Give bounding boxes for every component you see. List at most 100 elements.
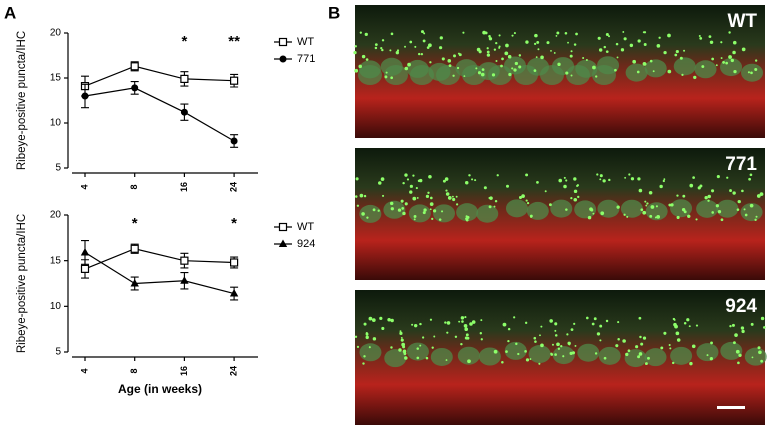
puncta	[438, 218, 442, 221]
puncta	[649, 214, 653, 218]
puncta	[513, 32, 516, 35]
puncta	[638, 352, 643, 356]
y-tick-label: 20	[50, 28, 62, 39]
puncta	[603, 45, 607, 49]
x-tick-label: 8	[129, 184, 139, 189]
puncta	[354, 195, 358, 198]
nucleus	[644, 59, 667, 78]
nucleus	[670, 346, 693, 365]
y-tick-label: 10	[50, 301, 62, 312]
puncta	[404, 66, 409, 71]
puncta	[729, 324, 732, 328]
puncta	[576, 184, 579, 187]
puncta	[486, 47, 489, 50]
puncta	[658, 36, 661, 39]
puncta	[540, 55, 544, 60]
puncta	[429, 208, 432, 211]
nucleus	[358, 65, 382, 85]
puncta	[679, 56, 683, 60]
puncta	[488, 205, 492, 209]
puncta	[644, 200, 647, 203]
puncta	[597, 36, 601, 40]
puncta	[556, 31, 560, 35]
puncta	[355, 177, 359, 181]
puncta	[755, 59, 758, 62]
nucleus	[406, 342, 429, 361]
puncta	[675, 331, 680, 336]
puncta	[563, 184, 567, 189]
puncta	[693, 75, 697, 80]
puncta	[614, 68, 617, 72]
puncta	[423, 32, 426, 35]
puncta	[511, 67, 514, 70]
puncta	[549, 203, 552, 207]
puncta	[524, 350, 527, 353]
puncta	[361, 212, 365, 216]
puncta	[506, 184, 510, 188]
puncta	[683, 49, 686, 52]
puncta	[759, 192, 764, 196]
puncta	[465, 215, 468, 218]
puncta	[668, 343, 671, 347]
puncta	[377, 209, 380, 212]
puncta	[507, 327, 511, 331]
puncta	[744, 213, 748, 217]
puncta	[498, 34, 501, 37]
marker	[180, 108, 188, 116]
panel-label: B	[328, 3, 340, 22]
puncta	[498, 45, 501, 48]
puncta	[381, 194, 385, 197]
puncta	[546, 41, 550, 45]
puncta	[573, 322, 576, 325]
puncta	[566, 333, 569, 336]
puncta	[699, 36, 703, 40]
panel-label: A	[4, 3, 16, 22]
nucleus	[694, 60, 717, 79]
puncta	[626, 215, 629, 218]
puncta	[402, 345, 406, 349]
puncta	[439, 36, 443, 40]
nucleus	[720, 341, 743, 360]
puncta	[416, 356, 420, 360]
puncta	[536, 40, 540, 44]
marker	[80, 247, 90, 256]
y-tick-label: 15	[50, 255, 62, 266]
puncta	[682, 194, 686, 198]
puncta	[731, 323, 735, 327]
puncta	[407, 62, 411, 67]
nucleus	[410, 65, 434, 85]
nucleus	[577, 343, 600, 362]
puncta	[560, 345, 563, 348]
nucleus	[436, 65, 460, 85]
puncta	[507, 54, 512, 59]
puncta	[673, 322, 677, 327]
puncta	[489, 196, 493, 200]
puncta	[416, 197, 419, 199]
puncta	[515, 342, 518, 346]
puncta	[480, 72, 485, 77]
puncta	[465, 333, 469, 337]
puncta	[669, 347, 672, 350]
puncta	[676, 338, 681, 342]
puncta	[556, 342, 560, 347]
puncta	[757, 346, 761, 350]
puncta	[622, 31, 625, 33]
puncta	[709, 357, 713, 361]
puncta	[455, 203, 459, 206]
puncta	[749, 173, 753, 177]
marker	[278, 37, 288, 47]
puncta	[594, 352, 598, 355]
puncta	[642, 210, 647, 215]
puncta	[488, 35, 491, 38]
puncta	[570, 328, 574, 331]
puncta	[741, 189, 744, 193]
puncta	[729, 189, 732, 192]
puncta	[663, 178, 666, 181]
puncta	[533, 69, 537, 72]
puncta	[616, 56, 619, 59]
puncta	[514, 61, 518, 66]
puncta	[508, 72, 512, 77]
x-tick-label: 16	[179, 366, 189, 376]
puncta	[366, 216, 369, 219]
